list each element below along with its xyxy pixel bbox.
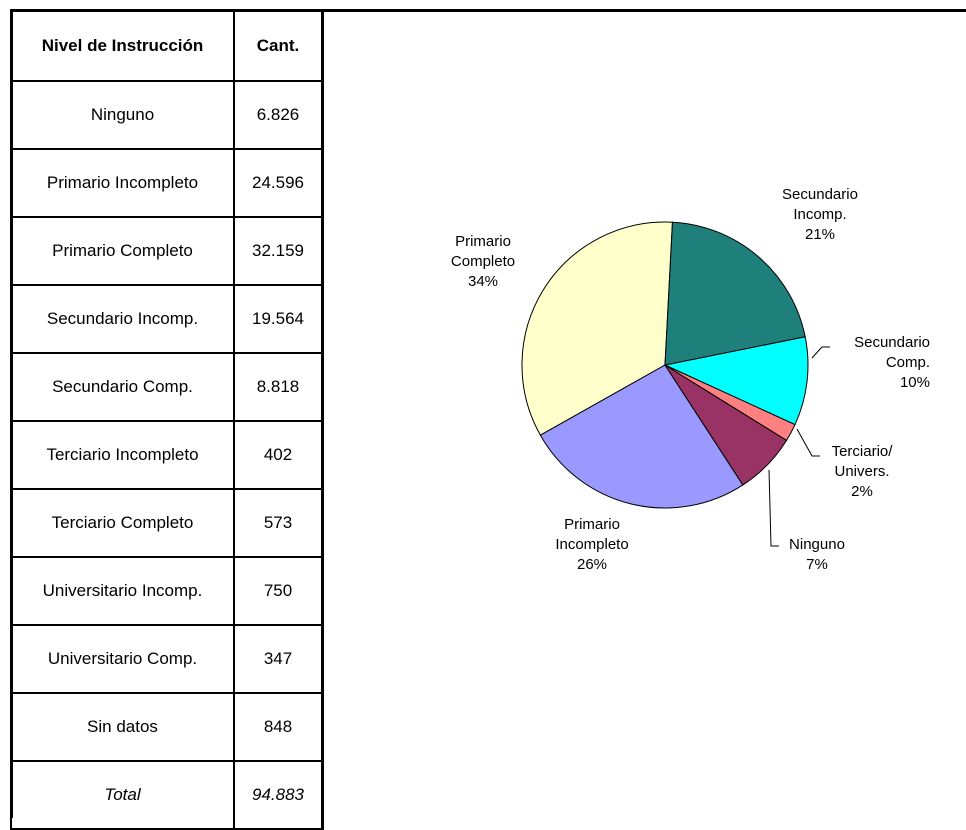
slice-name: Secundario Comp.: [854, 334, 930, 371]
table-row: Terciario Completo 573: [10, 488, 324, 558]
table-row: Secundario Incomp. 19.564: [10, 284, 324, 354]
table-row: Ninguno 6.826: [10, 80, 324, 150]
slice-label: Secundario Comp. 10%: [854, 333, 930, 393]
slice-name: Primario Completo: [450, 233, 516, 270]
count-cell: 848: [233, 692, 324, 762]
table-row: Universitario Incomp. 750: [10, 556, 324, 626]
slice-name: Ninguno: [789, 536, 845, 553]
level-cell: Primario Completo: [10, 216, 235, 286]
table-row: Terciario Incompleto 402: [10, 420, 324, 490]
count-cell: 573: [233, 488, 324, 558]
slice-percent: 21%: [804, 226, 836, 243]
count-cell: 32.159: [233, 216, 324, 286]
slice-label: Primario Incompleto 26%: [555, 515, 628, 575]
level-cell: Secundario Incomp.: [10, 284, 235, 354]
count-cell: 347: [233, 624, 324, 694]
level-cell: Terciario Completo: [10, 488, 235, 558]
slice-percent: 10%: [899, 374, 930, 391]
table-row: Sin datos 848: [10, 692, 324, 762]
pie-slice: [539, 364, 744, 509]
leader-line: [796, 428, 820, 457]
count-cell: 750: [233, 556, 324, 626]
level-cell: Terciario Incompleto: [10, 420, 235, 490]
header-cell: Nivel de Instrucción: [10, 9, 235, 82]
slice-label: Secundario Incomp. 21%: [782, 185, 858, 245]
count-cell: 8.818: [233, 352, 324, 422]
leader-line: [768, 469, 779, 547]
slice-percent: 2%: [851, 483, 873, 500]
table-row: Primario Incompleto 24.596: [10, 148, 324, 218]
slice-name: Primario Incompleto: [555, 516, 629, 553]
header-row: Nivel de Instrucción Cant.: [10, 9, 324, 82]
level-cell: Sin datos: [10, 692, 235, 762]
table-row: Primario Completo 32.159: [10, 216, 324, 286]
slice-label: Terciario/ Univers. 2%: [832, 442, 893, 502]
level-cell: Ninguno: [10, 80, 235, 150]
count-cell: 6.826: [233, 80, 324, 150]
count-cell: 24.596: [233, 148, 324, 218]
count-cell: 19.564: [233, 284, 324, 354]
level-cell: Universitario Incomp.: [10, 556, 235, 626]
level-cell: Secundario Comp.: [10, 352, 235, 422]
slice-name: Secundario Incomp.: [782, 186, 858, 223]
leader-line: [811, 346, 830, 359]
table-row: Universitario Comp. 347: [10, 624, 324, 694]
slice-label: Ninguno 7%: [789, 535, 845, 575]
level-cell: Universitario Comp.: [10, 624, 235, 694]
count-cell: 402: [233, 420, 324, 490]
slice-percent: 26%: [576, 556, 608, 573]
slice-percent: 34%: [467, 273, 499, 290]
table-row: Secundario Comp. 8.818: [10, 352, 324, 422]
slice-label: Primario Completo 34%: [451, 232, 515, 292]
header-cell: Cant.: [233, 9, 324, 82]
slice-name: Terciario/ Univers.: [831, 443, 893, 480]
pie-slice: [664, 221, 806, 366]
slice-percent: 7%: [806, 556, 828, 573]
pie-slice: [663, 336, 809, 426]
level-cell: Primario Incompleto: [10, 148, 235, 218]
